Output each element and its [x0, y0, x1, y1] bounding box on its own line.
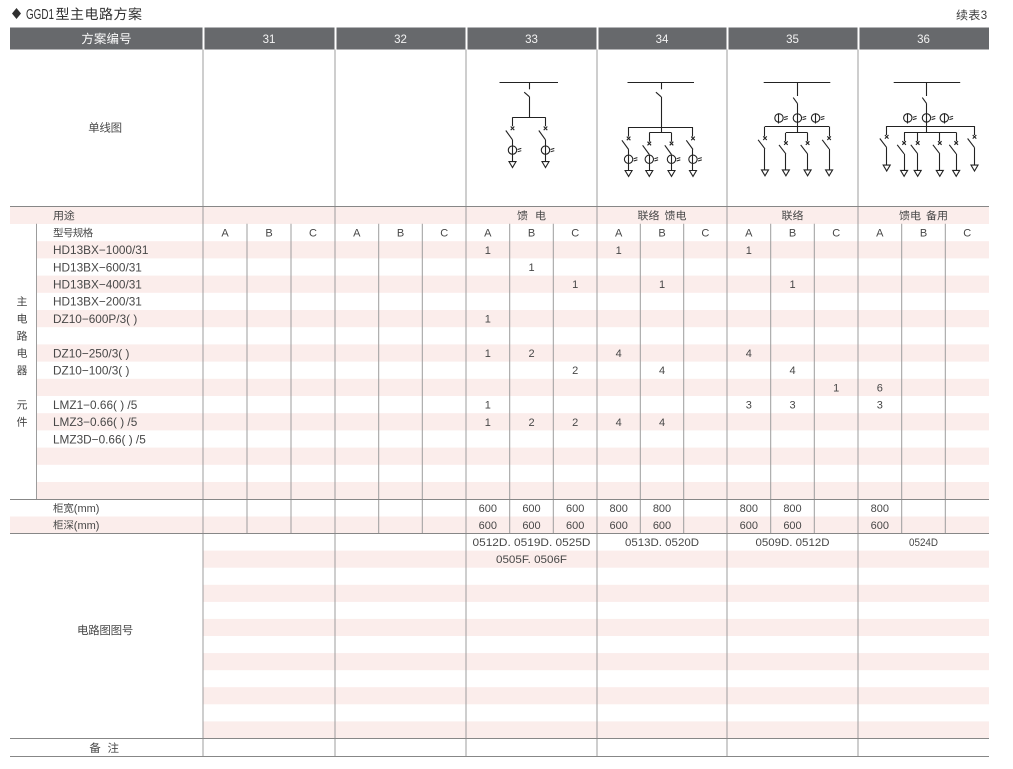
svg-text:600: 600	[479, 503, 497, 515]
svg-text:0524D: 0524D	[909, 537, 938, 549]
svg-text:32: 32	[394, 34, 407, 46]
svg-text:A: A	[745, 228, 753, 240]
svg-text:C: C	[832, 228, 840, 240]
svg-text:800: 800	[783, 503, 801, 515]
svg-text:600: 600	[566, 520, 584, 532]
svg-text:35: 35	[786, 34, 799, 46]
svg-text:1: 1	[485, 314, 491, 326]
svg-text:C: C	[571, 228, 579, 240]
svg-text:1: 1	[485, 400, 491, 412]
svg-text:36: 36	[917, 34, 930, 46]
svg-text:GGD1: GGD1	[26, 6, 54, 23]
svg-text:2: 2	[528, 348, 534, 360]
svg-text:DZ10−250/3( ): DZ10−250/3( )	[53, 346, 129, 360]
svg-text:3: 3	[981, 10, 987, 22]
svg-text:0509D. 0512D: 0509D. 0512D	[756, 537, 830, 549]
svg-text:1: 1	[572, 279, 578, 291]
svg-text:1: 1	[528, 262, 534, 274]
svg-text:B: B	[528, 228, 535, 240]
svg-text:800: 800	[653, 503, 671, 515]
svg-text:600: 600	[740, 520, 758, 532]
svg-text:600: 600	[653, 520, 671, 532]
svg-text:1: 1	[789, 279, 795, 291]
svg-text:LMZ1−0.66( ) /5: LMZ1−0.66( ) /5	[53, 398, 138, 412]
svg-text:A: A	[353, 228, 361, 240]
svg-text:HD13BX−600/31: HD13BX−600/31	[53, 260, 142, 274]
svg-text:4: 4	[659, 417, 665, 429]
svg-text:B: B	[397, 228, 404, 240]
svg-text:600: 600	[566, 503, 584, 515]
svg-text:4: 4	[616, 417, 622, 429]
svg-text:800: 800	[871, 503, 889, 515]
svg-text:3: 3	[789, 400, 795, 412]
svg-text:B: B	[658, 228, 665, 240]
svg-text:600: 600	[610, 520, 628, 532]
svg-text:600: 600	[783, 520, 801, 532]
svg-text:LMZ3−0.66( ) /5: LMZ3−0.66( ) /5	[53, 415, 138, 429]
svg-text:1: 1	[485, 417, 491, 429]
svg-text:C: C	[963, 228, 971, 240]
svg-text:1: 1	[616, 245, 622, 257]
svg-text:2: 2	[572, 365, 578, 377]
svg-text:A: A	[221, 228, 229, 240]
svg-text:600: 600	[479, 520, 497, 532]
svg-text:1: 1	[659, 279, 665, 291]
svg-text:4: 4	[616, 348, 622, 360]
svg-text:1: 1	[485, 348, 491, 360]
svg-text:31: 31	[263, 34, 276, 46]
svg-text:0512D. 0519D. 0525D: 0512D. 0519D. 0525D	[473, 537, 591, 549]
svg-text:C: C	[701, 228, 709, 240]
svg-text:4: 4	[746, 348, 752, 360]
svg-text:34: 34	[656, 34, 669, 46]
svg-text:4: 4	[659, 365, 665, 377]
svg-text:4: 4	[789, 365, 795, 377]
svg-text:A: A	[876, 228, 884, 240]
svg-text:3: 3	[746, 400, 752, 412]
svg-text:B: B	[265, 228, 272, 240]
svg-text:DZ10−600P/3( ): DZ10−600P/3( )	[53, 312, 137, 326]
svg-text:B: B	[789, 228, 796, 240]
svg-text:(mm): (mm)	[74, 503, 100, 515]
svg-text:HD13BX−1000/31: HD13BX−1000/31	[53, 243, 148, 257]
svg-text:600: 600	[522, 503, 540, 515]
svg-text:600: 600	[871, 520, 889, 532]
svg-text:600: 600	[522, 520, 540, 532]
svg-text:33: 33	[525, 34, 538, 46]
svg-text:2: 2	[528, 417, 534, 429]
svg-text:(mm): (mm)	[74, 520, 100, 532]
svg-text:0505F. 0506F: 0505F. 0506F	[496, 554, 567, 566]
svg-text:LMZ3D−0.66( ) /5: LMZ3D−0.66( ) /5	[53, 432, 146, 446]
svg-text:HD13BX−400/31: HD13BX−400/31	[53, 278, 142, 292]
svg-text:B: B	[920, 228, 927, 240]
svg-text:6: 6	[877, 382, 883, 394]
svg-text:C: C	[309, 228, 317, 240]
svg-text:1: 1	[746, 245, 752, 257]
svg-text:0513D. 0520D: 0513D. 0520D	[625, 537, 699, 549]
svg-text:800: 800	[610, 503, 628, 515]
svg-text:1: 1	[833, 382, 839, 394]
svg-text:2: 2	[572, 417, 578, 429]
svg-text:3: 3	[877, 400, 883, 412]
svg-text:1: 1	[485, 245, 491, 257]
svg-text:A: A	[615, 228, 623, 240]
svg-text:HD13BX−200/31: HD13BX−200/31	[53, 295, 142, 309]
svg-text:C: C	[440, 228, 448, 240]
svg-text:800: 800	[740, 503, 758, 515]
svg-text:DZ10−100/3( ): DZ10−100/3( )	[53, 364, 129, 378]
svg-text:A: A	[484, 228, 492, 240]
